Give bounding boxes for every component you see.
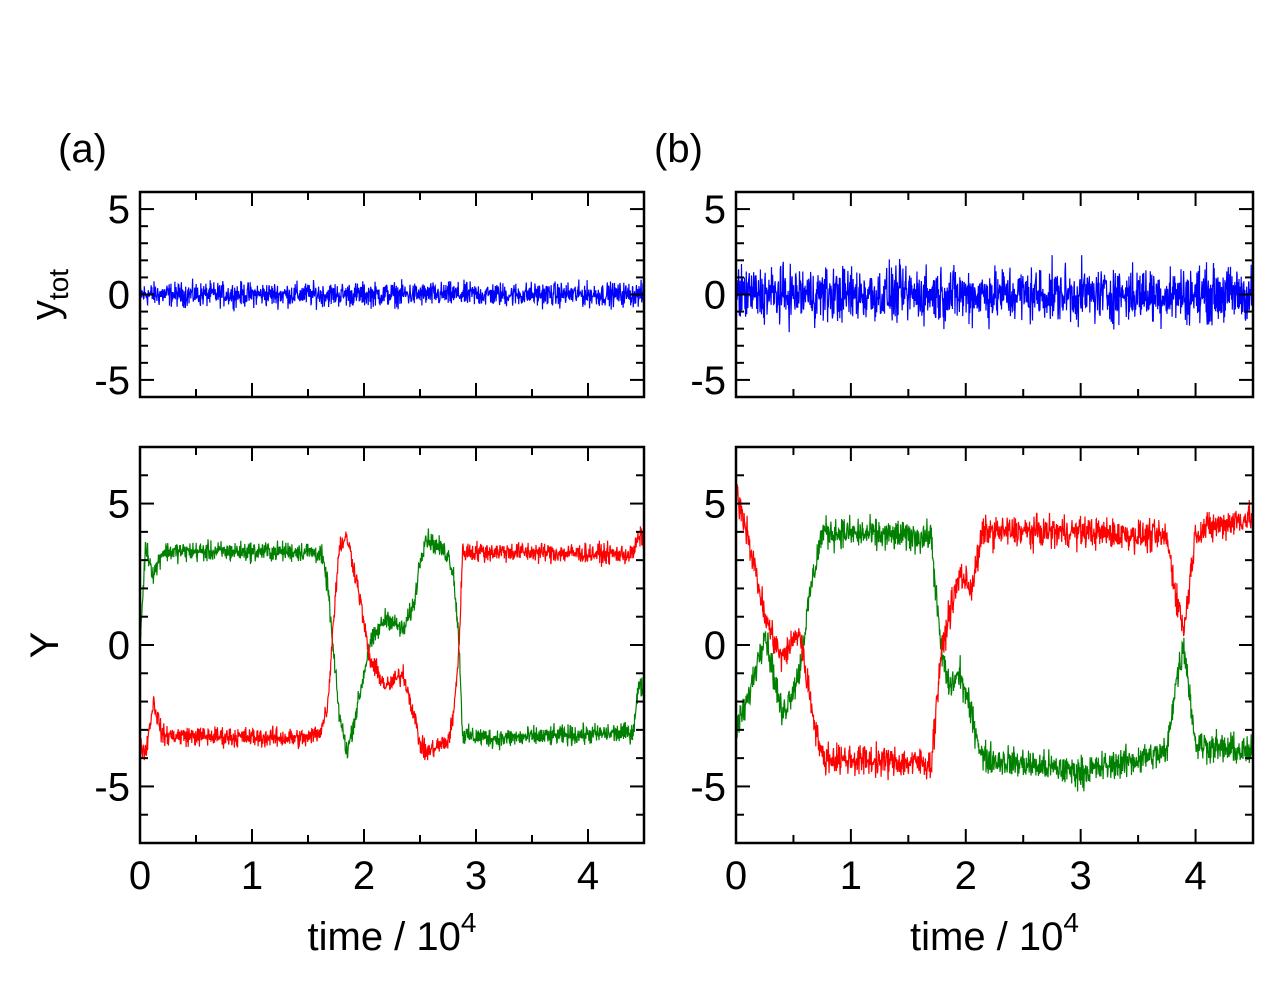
series-line-green xyxy=(736,513,1253,792)
y-tick-label: 5 xyxy=(704,483,726,527)
series-line-red xyxy=(736,484,1253,781)
y-tick-label: 5 xyxy=(704,188,726,232)
y-tick-label: -5 xyxy=(94,359,130,403)
y-tick-label: -5 xyxy=(94,765,130,809)
x-axis-label: time / 104 xyxy=(308,907,477,959)
x-tick-label: 4 xyxy=(1184,854,1206,898)
y-tick-label: 0 xyxy=(704,274,726,318)
y-tick-label: -5 xyxy=(690,359,726,403)
x-tick-label: 4 xyxy=(577,854,599,898)
plot-frame xyxy=(138,445,646,845)
panel-label: (b) xyxy=(654,127,703,171)
plot-frame xyxy=(734,445,1255,845)
x-tick-label: 2 xyxy=(955,854,977,898)
x-tick-label: 3 xyxy=(1070,854,1092,898)
x-tick-label: 2 xyxy=(353,854,375,898)
x-axis-label-superscript: 4 xyxy=(1063,907,1079,938)
x-tick-label: 0 xyxy=(129,854,151,898)
panel-a-top: -5 0 5(a) ytot xyxy=(23,127,646,403)
series-line-red xyxy=(140,526,644,761)
x-tick-label: 1 xyxy=(840,854,862,898)
y-axis-label-subscript: tot xyxy=(43,269,74,300)
x-tick-label: 3 xyxy=(465,854,487,898)
y-axis-label: Y xyxy=(23,632,67,659)
y-tick-label: 0 xyxy=(704,624,726,668)
y-tick-label: 0 xyxy=(108,624,130,668)
y-tick-label: 0 xyxy=(108,274,130,318)
series-line-y_tot xyxy=(736,255,1253,333)
x-tick-label: 0 xyxy=(725,854,747,898)
panel-b-top: -5 0 5(b) xyxy=(654,127,1255,403)
y-axis-label: ytot xyxy=(23,269,74,320)
series-line-green xyxy=(140,528,644,759)
y-tick-label: 5 xyxy=(108,483,130,527)
x-tick-label: 1 xyxy=(241,854,263,898)
x-axis-label-superscript: 4 xyxy=(461,907,477,938)
panel-label: (a) xyxy=(58,127,107,171)
y-tick-label: -5 xyxy=(690,765,726,809)
x-axis-label: time / 104 xyxy=(910,907,1079,959)
series-line-y_tot xyxy=(140,278,644,312)
y-tick-label: 5 xyxy=(108,188,130,232)
